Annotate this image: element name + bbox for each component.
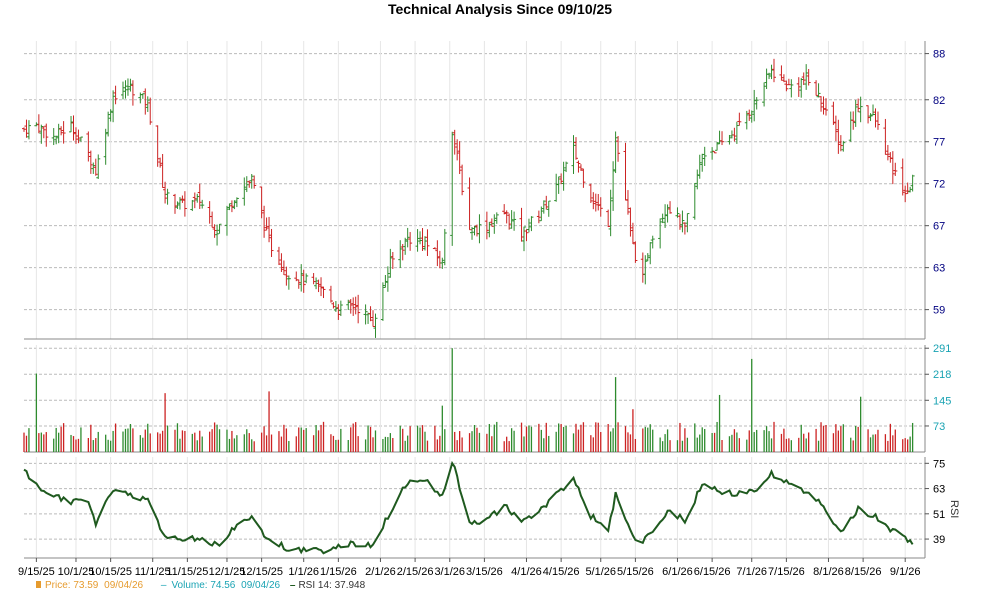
x-axis-tick-label: 11/1/25 (135, 566, 171, 578)
x-axis-tick-label: 7/1/26 (736, 566, 767, 578)
x-axis-tick-label: 9/1/26 (890, 566, 921, 578)
rsi-axis-title: RSI (948, 500, 960, 518)
x-axis-tick-label: 2/15/26 (397, 566, 434, 578)
grid (24, 41, 925, 558)
x-axis-tick-label: 12/1/25 (209, 566, 246, 578)
x-axis-tick-label: 6/1/26 (662, 566, 693, 578)
x-axis-tick-label: 8/15/26 (845, 566, 882, 578)
panel-frames (24, 41, 926, 559)
x-axis-tick-label: 8/1/26 (813, 566, 844, 578)
x-axis-tick-label: 12/15/25 (240, 566, 283, 578)
volume-axis-tick-label: 73 (933, 421, 945, 433)
rsi-axis-tick-label: 39 (933, 534, 945, 546)
x-axis-tick-label: 3/15/26 (466, 566, 503, 578)
price-legend-date: 09/04/26 (104, 580, 144, 591)
price-axis-tick-label: 82 (933, 95, 945, 107)
rsi-axis-tick-label: 51 (933, 509, 945, 521)
x-axis-tick-label: 1/15/26 (320, 566, 357, 578)
axes: 88 82 77 72 67 63 59 291 218 145 73 75 63 51 39 RSI 9/15… (18, 49, 960, 578)
legend: Price: 73.59 09/04/26 – Volume: 74.56 09/… (36, 580, 368, 594)
price-axis-tick-label: 88 (933, 49, 945, 61)
x-axis-tick-label: 5/1/26 (585, 566, 616, 578)
price-axis-tick-label: 59 (933, 305, 945, 317)
price-legend-label: Price: 73.59 (45, 580, 99, 591)
x-axis-tick-label: 4/1/26 (511, 566, 542, 578)
volume-legend-date: 09/04/26 (241, 580, 281, 591)
volume-bars (23, 348, 914, 452)
x-axis-tick-label: 1/1/26 (288, 566, 319, 578)
x-axis-tick-label: 10/15/25 (89, 566, 132, 578)
x-axis-tick-label: 3/1/26 (434, 566, 465, 578)
x-axis-tick-label: 11/15/25 (166, 566, 208, 578)
rsi-legend-label: RSI 14: 37.948 (298, 580, 366, 591)
x-axis-tick-label: 10/1/25 (58, 566, 95, 578)
x-axis-tick-label: 5/15/26 (617, 566, 654, 578)
price-axis-tick-label: 77 (933, 137, 945, 149)
x-axis-tick-label: 7/15/26 (768, 566, 805, 578)
x-axis-tick-label: 2/1/26 (365, 566, 396, 578)
chart-title: Technical Analysis Since 09/10/25 (387, 1, 613, 17)
rsi-axis-tick-label: 75 (933, 458, 945, 470)
x-axis-tick-label: 6/15/26 (694, 566, 731, 578)
price-bars (22, 58, 915, 338)
x-axis-tick-label: 9/15/25 (18, 566, 55, 578)
rsi-line (23, 460, 914, 555)
volume-axis-tick-label: 145 (933, 395, 951, 407)
rsi-axis-tick-label: 63 (933, 484, 945, 496)
rsi-legend-icon: – (289, 580, 296, 591)
price-axis-tick-label: 72 (933, 179, 945, 191)
price-axis-tick-label: 67 (933, 221, 945, 233)
x-axis-tick-label: 4/15/26 (543, 566, 580, 578)
price-axis-tick-label: 63 (933, 263, 945, 275)
volume-axis-tick-label: 218 (933, 369, 951, 381)
volume-axis-tick-label: 291 (933, 343, 951, 355)
volume-legend-icon: – (160, 580, 167, 591)
price-legend-icon (36, 581, 41, 588)
rsi-series-line (23, 460, 914, 555)
volume-legend-label: Volume: 74.56 (171, 580, 236, 591)
